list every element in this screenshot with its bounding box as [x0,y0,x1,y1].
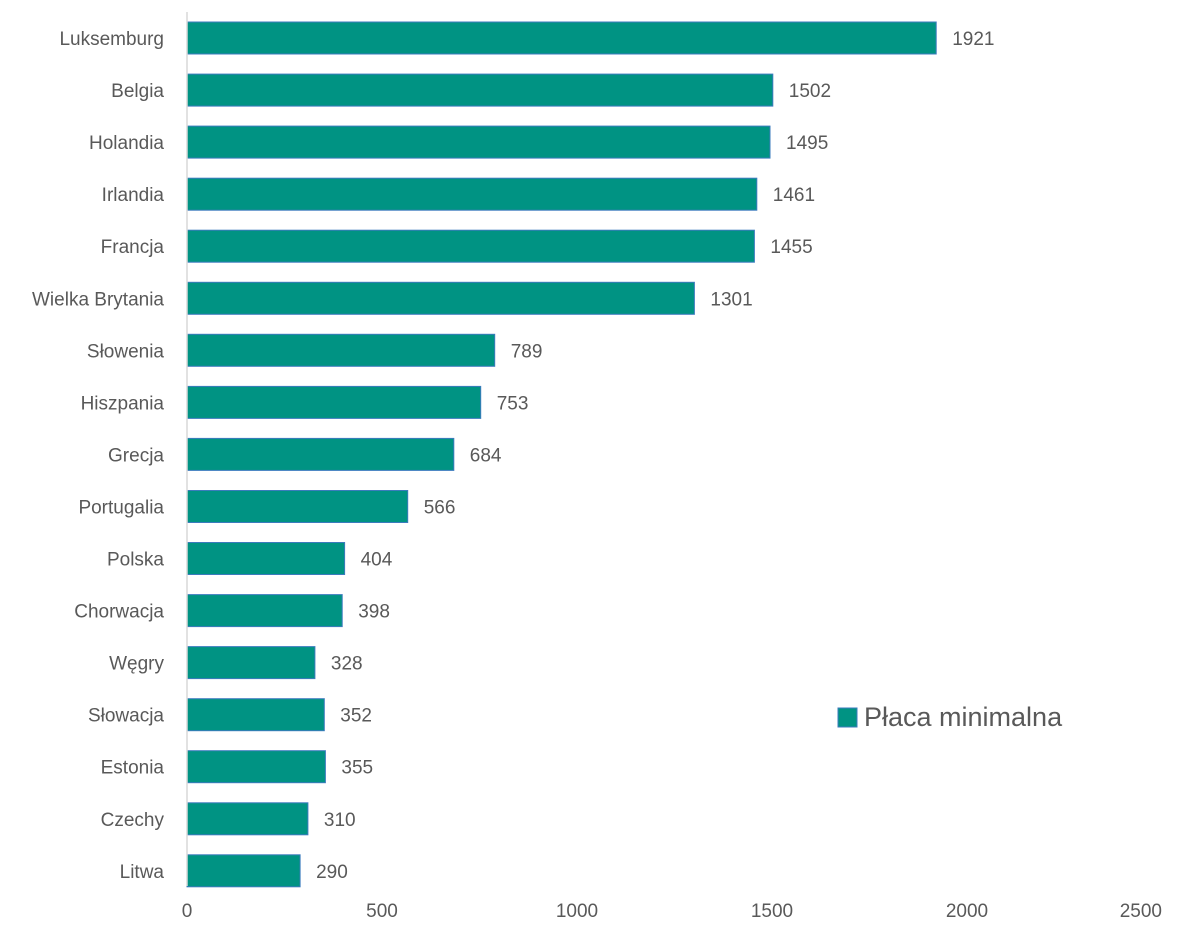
data-label-10: 404 [361,550,393,571]
x-tick-label-1: 500 [366,901,398,922]
category-label-2: Holandia [89,133,164,154]
category-label-8: Grecja [108,445,164,466]
x-axis-tick-labels: 0 500 1000 1500 2000 2500 [182,901,1162,922]
category-label-3: Irlandia [102,185,165,206]
category-label-12: Węgry [109,654,164,675]
bar-13 [186,698,325,732]
bar-5 [186,281,695,315]
x-tick-label-2: 1000 [556,901,598,922]
bar-0 [186,21,937,55]
bar-1 [186,73,774,107]
data-label-0: 1921 [952,29,994,50]
data-label-11: 398 [358,602,390,623]
category-label-7: Hiszpania [81,393,165,414]
data-label-12: 328 [331,654,363,675]
bar-9 [186,490,409,523]
bar-8 [186,437,455,471]
bar-3 [186,177,758,211]
data-label-1: 1502 [789,81,831,102]
bar-2 [186,125,771,159]
category-label-15: Czechy [101,810,165,831]
bar-6 [186,333,496,367]
bar-16 [186,854,301,888]
category-label-14: Estonia [101,758,165,779]
data-label-4: 1455 [770,237,812,258]
x-tick-label-3: 1500 [751,901,793,922]
bar-14 [186,750,326,784]
category-label-13: Słowacja [88,706,164,727]
category-label-5: Wielka Brytania [32,289,164,310]
data-label-14: 355 [341,758,373,779]
bar-12 [186,646,316,680]
data-labels: 1921 1502 1495 1461 1455 1301 789 753 684 566 404 3… [316,29,994,883]
category-label-6: Słowenia [87,341,165,362]
data-label-6: 789 [511,341,543,362]
bars-layer [186,21,937,888]
category-label-1: Belgia [111,81,164,102]
category-label-16: Litwa [120,862,165,883]
data-label-7: 753 [497,393,529,414]
data-label-2: 1495 [786,133,828,154]
bar-15 [186,802,309,836]
category-label-10: Polska [107,550,164,571]
legend-label: Płaca minimalna [864,702,1063,732]
category-label-11: Chorwacja [74,602,164,623]
bar-7 [186,385,482,419]
legend: Płaca minimalna [837,702,1063,732]
data-label-16: 290 [316,862,348,883]
bar-4 [186,229,755,263]
category-label-9: Portugalia [78,498,164,519]
category-label-0: Luksemburg [59,29,164,50]
data-label-15: 310 [324,810,356,831]
bar-11 [186,594,343,628]
data-label-9: 566 [424,498,456,519]
data-label-5: 1301 [710,289,752,310]
data-label-13: 352 [340,706,372,727]
bar-10 [186,542,346,575]
category-labels: Luksemburg Belgia Holandia Irlandia Francja W… [32,29,164,883]
x-tick-label-0: 0 [182,901,193,922]
legend-swatch [837,707,858,728]
data-label-3: 1461 [773,185,815,206]
category-label-4: Francja [101,237,165,258]
x-tick-label-4: 2000 [946,901,988,922]
data-label-8: 684 [470,445,502,466]
x-tick-label-5: 2500 [1120,901,1162,922]
